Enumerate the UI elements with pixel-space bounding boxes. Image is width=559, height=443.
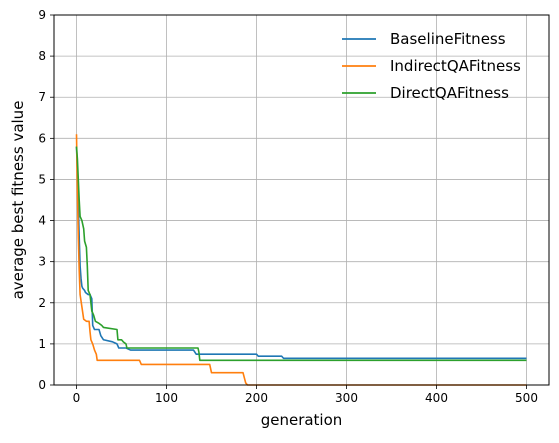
axis-ticks: 0 100 200 300 400 500 0 1 2 3 4 5 6 7 8 9 [38, 8, 538, 405]
y-tick-label: 5 [38, 172, 46, 186]
legend-label-2: DirectQAFitness [390, 84, 509, 102]
y-tick-label: 6 [38, 131, 46, 145]
x-tick-label: 300 [335, 391, 358, 405]
plot-frame [53, 14, 550, 386]
legend-label-1: IndirectQAFitness [390, 57, 521, 75]
y-tick-label: 2 [38, 296, 46, 310]
x-tick-label: 100 [155, 391, 178, 405]
y-tick-label: 8 [38, 49, 46, 63]
series-line-2 [75, 146, 527, 362]
series-line-1 [75, 134, 527, 386]
x-axis-label: generation [261, 411, 343, 429]
legend-label-0: BaselineFitness [390, 30, 506, 48]
x-tick-label: 500 [515, 391, 538, 405]
y-tick-label: 7 [38, 90, 46, 104]
legend: BaselineFitness IndirectQAFitness DirectQA… [342, 30, 521, 102]
y-tick-label: 4 [38, 214, 46, 228]
x-tick-label: 400 [425, 391, 448, 405]
y-tick-label: 1 [38, 337, 46, 351]
y-axis-label: average best fitness value [9, 101, 27, 300]
x-tick-label: 200 [245, 391, 268, 405]
grid [54, 14, 549, 386]
x-tick-label: 0 [73, 391, 81, 405]
y-tick-label: 9 [38, 8, 46, 22]
series-lines [75, 134, 527, 386]
series-line-0 [75, 146, 527, 360]
y-tick-label: 3 [38, 255, 46, 269]
y-tick-label: 0 [38, 378, 46, 392]
